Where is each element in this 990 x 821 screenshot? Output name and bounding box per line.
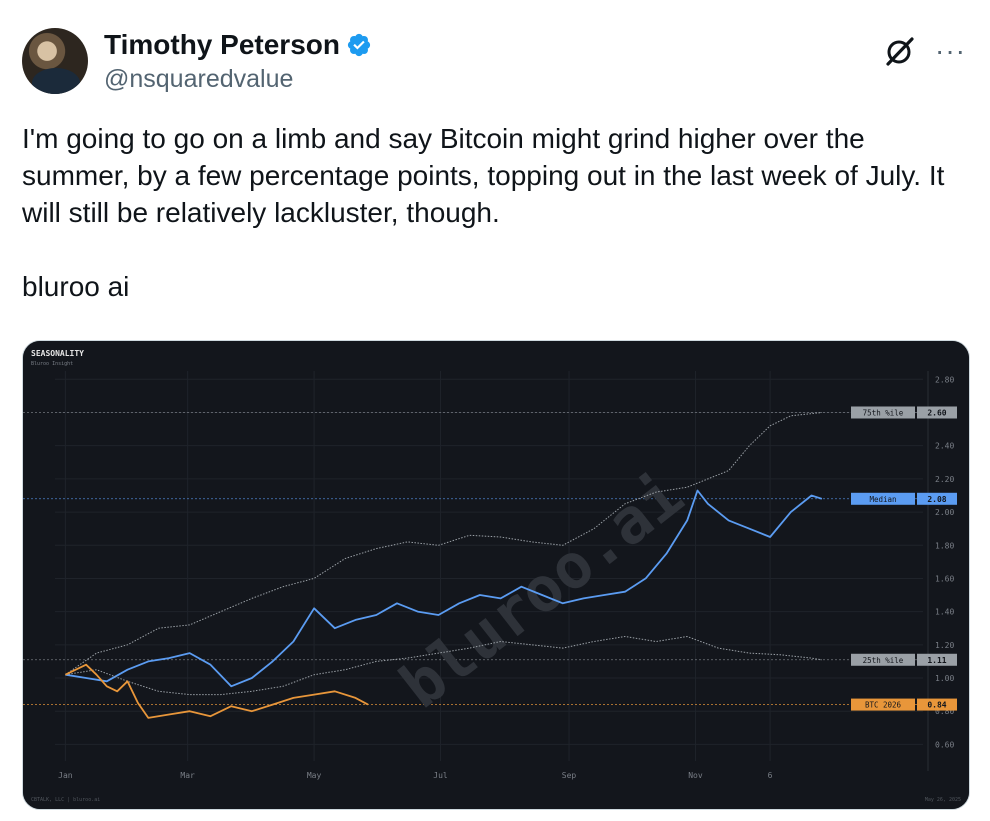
x-tick-label: Jan <box>58 771 73 780</box>
legend-label: Median <box>869 495 896 504</box>
legend-value: 1.11 <box>927 656 946 665</box>
series-line-75th-ile <box>65 412 822 676</box>
legend-label-box <box>851 698 915 711</box>
y-tick-label: 0.80 <box>935 707 954 716</box>
legend-value: 0.84 <box>927 701 946 710</box>
grok-icon[interactable] <box>883 34 917 68</box>
chart-subtitle: Bluroo Insight <box>31 361 73 367</box>
y-tick-label: 0.60 <box>935 740 954 749</box>
chart-footer-left: CBTALK, LLC | bluroo.ai <box>31 797 100 803</box>
y-tick-label: 1.00 <box>935 674 954 683</box>
y-tick-label: 1.60 <box>935 574 954 583</box>
x-tick-label: Jul <box>433 771 448 780</box>
chart-title: SEASONALITY <box>31 349 84 358</box>
x-tick-label: Nov <box>688 771 703 780</box>
more-icon[interactable]: ··· <box>935 35 966 66</box>
tweet-actions: ··· <box>883 34 966 68</box>
legend-value-box <box>917 698 957 711</box>
x-tick-label: Sep <box>562 771 577 780</box>
legend-value: 2.08 <box>927 495 946 504</box>
y-tick-label: 2.80 <box>935 375 954 384</box>
seasonality-chart: SEASONALITY Bluroo Insight bluroo.ai 2.8… <box>23 341 969 809</box>
x-tick-label: Mar <box>180 771 195 780</box>
author-name-row: Timothy Peterson <box>104 28 372 62</box>
legend-label-box <box>851 492 915 505</box>
legend-label: BTC 2026 <box>865 701 902 710</box>
chart-footer-right: May 26, 2025 <box>925 797 961 803</box>
avatar[interactable] <box>22 28 88 94</box>
y-tick-label: 1.20 <box>935 641 954 650</box>
y-tick-label: 2.00 <box>935 508 954 517</box>
y-tick-label: 1.80 <box>935 541 954 550</box>
legend-value: 2.60 <box>927 408 946 417</box>
tweet-text: I'm going to go on a limb and say Bitcoi… <box>22 123 945 302</box>
legend-label: 25th %ile <box>863 656 904 665</box>
series-line-median <box>65 489 823 688</box>
handle[interactable]: @nsquaredvalue <box>104 65 294 93</box>
tweet-media-chart[interactable]: SEASONALITY Bluroo Insight bluroo.ai 2.8… <box>22 340 970 810</box>
y-tick-label: 2.20 <box>935 475 954 484</box>
y-tick-label: 2.40 <box>935 442 954 451</box>
legend-label-box <box>851 406 915 419</box>
legend-value-box <box>917 492 957 505</box>
x-tick-label: May <box>307 771 322 780</box>
series-line-btc-2026 <box>65 663 369 719</box>
y-tick-label: 1.40 <box>935 608 954 617</box>
legend-value-box <box>917 406 957 419</box>
x-tick-label: 6 <box>768 771 773 780</box>
legend-value-box <box>917 653 957 666</box>
legend-label: 75th %ile <box>863 408 904 417</box>
display-name[interactable]: Timothy Peterson <box>104 29 340 60</box>
verified-badge-icon <box>347 33 371 57</box>
legend-label-box <box>851 653 915 666</box>
